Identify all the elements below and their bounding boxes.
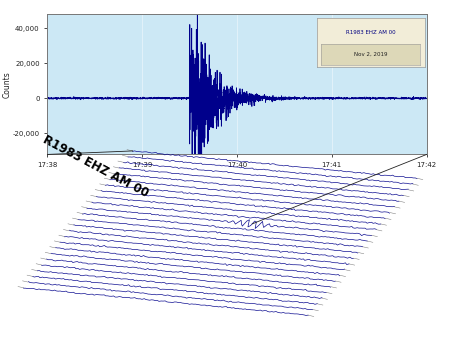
Y-axis label: Counts: Counts bbox=[2, 71, 11, 98]
Text: R1983 EHZ AM 00: R1983 EHZ AM 00 bbox=[40, 133, 150, 200]
